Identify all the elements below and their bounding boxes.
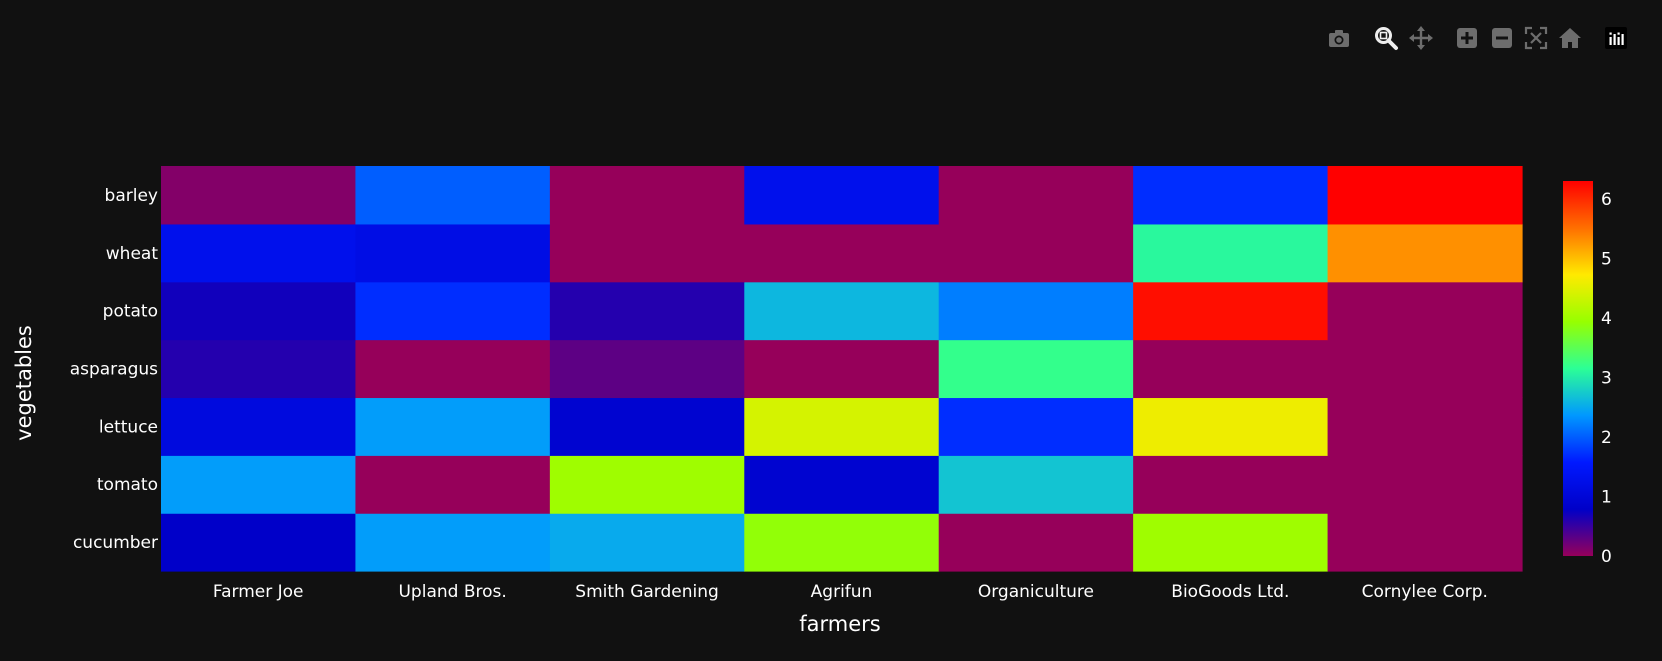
pan-icon[interactable]: [1407, 24, 1435, 52]
y-axis-ticks: cucumber tomato lettuce asparagus potato whea…: [70, 186, 159, 553]
heatmap-cell[interactable]: [1327, 339, 1523, 399]
colorbar-tick-label: 2: [1601, 428, 1612, 448]
heatmap-cell[interactable]: [549, 397, 745, 456]
y-tick-label: wheat: [106, 244, 159, 264]
heatmap-cell[interactable]: [744, 339, 940, 399]
y-tick-label: cucumber: [73, 533, 158, 553]
x-tick-label: Farmer Joe: [213, 582, 304, 602]
y-tick-label: asparagus: [70, 360, 158, 380]
heatmap-cell[interactable]: [1327, 281, 1523, 341]
plotly-logo-icon[interactable]: [1602, 24, 1630, 52]
y-axis-title: vegetables: [12, 325, 36, 441]
heatmap-cell[interactable]: [549, 223, 745, 283]
heatmap-cell[interactable]: [938, 513, 1134, 572]
heatmap-cell[interactable]: [355, 166, 551, 225]
heatmap-cell[interactable]: [1327, 223, 1523, 283]
heatmap-cell[interactable]: [938, 339, 1134, 399]
heatmap-cell[interactable]: [549, 513, 745, 572]
heatmap-cell[interactable]: [1327, 513, 1523, 572]
heatmap-cell[interactable]: [355, 339, 551, 399]
heatmap-cell[interactable]: [938, 223, 1134, 283]
heatmap-cell[interactable]: [355, 397, 551, 456]
y-tick-label: tomato: [97, 475, 158, 495]
heatmap-cell[interactable]: [744, 455, 940, 514]
heatmap-cell[interactable]: [744, 223, 940, 283]
heatmap-cell[interactable]: [1133, 223, 1329, 283]
colorbar: [1563, 181, 1593, 556]
heatmap-cell[interactable]: [938, 397, 1134, 456]
y-tick-label: lettuce: [99, 417, 158, 437]
heatmap-cell[interactable]: [355, 513, 551, 572]
heatmap-cell[interactable]: [938, 281, 1134, 341]
heatmap-cell[interactable]: [355, 281, 551, 341]
x-axis-title: farmers: [799, 612, 880, 636]
heatmap-cell[interactable]: [549, 281, 745, 341]
colorbar-tick-label: 0: [1601, 547, 1612, 567]
x-tick-label: Cornylee Corp.: [1362, 582, 1488, 602]
heatmap-cell[interactable]: [1327, 455, 1523, 514]
zoom-out-icon[interactable]: [1488, 24, 1516, 52]
heatmap-cell[interactable]: [938, 166, 1134, 225]
x-axis-ticks: Farmer Joe Upland Bros. Smith Gardening Agr…: [213, 582, 1488, 602]
home-icon[interactable]: [1556, 24, 1584, 52]
heatmap-cell[interactable]: [1327, 166, 1523, 225]
heatmap-cell[interactable]: [161, 397, 357, 456]
heatmap-cell[interactable]: [1133, 513, 1329, 572]
y-tick-label: potato: [103, 302, 158, 322]
heatmap-cell[interactable]: [161, 455, 357, 514]
y-tick-label: barley: [105, 186, 158, 206]
x-tick-label: Organiculture: [978, 582, 1094, 602]
x-tick-label: Agrifun: [811, 582, 873, 602]
heatmap-cell[interactable]: [355, 223, 551, 283]
heatmap-cell[interactable]: [938, 455, 1134, 514]
heatmap-cell[interactable]: [744, 513, 940, 572]
heatmap-cell[interactable]: [1133, 339, 1329, 399]
colorbar-tick-label: 4: [1601, 309, 1612, 329]
heatmap-cell[interactable]: [161, 166, 357, 225]
heatmap-cell[interactable]: [161, 513, 357, 572]
heatmap-cell[interactable]: [161, 339, 357, 399]
heatmap-cell[interactable]: [161, 223, 357, 283]
zoom-icon[interactable]: [1372, 24, 1400, 52]
colorbar-tick-label: 3: [1601, 368, 1612, 388]
heatmap-cell[interactable]: [1133, 397, 1329, 456]
camera-icon[interactable]: [1325, 24, 1353, 52]
colorbar-ticks: 0 1 2 3 4 5 6: [1601, 190, 1612, 567]
heatmap-cell[interactable]: [1133, 455, 1329, 514]
heatmap-cells[interactable]: [161, 166, 1523, 572]
heatmap-cell[interactable]: [549, 339, 745, 399]
heatmap-cell[interactable]: [549, 166, 745, 225]
autoscale-icon[interactable]: [1522, 24, 1550, 52]
heatmap-cell[interactable]: [549, 455, 745, 514]
zoom-in-icon[interactable]: [1453, 24, 1481, 52]
heatmap-cell[interactable]: [1327, 397, 1523, 456]
heatmap-cell[interactable]: [1133, 281, 1329, 341]
heatmap-cell[interactable]: [744, 397, 940, 456]
heatmap-cell[interactable]: [744, 166, 940, 225]
heatmap-cell[interactable]: [1133, 166, 1329, 225]
colorbar-tick-label: 5: [1601, 249, 1612, 269]
x-tick-label: Upland Bros.: [398, 582, 506, 602]
colorbar-tick-label: 1: [1601, 487, 1612, 507]
heatmap-cell[interactable]: [355, 455, 551, 514]
heatmap-cell[interactable]: [161, 281, 357, 341]
x-tick-label: Smith Gardening: [575, 582, 719, 602]
x-tick-label: BioGoods Ltd.: [1171, 582, 1289, 602]
heatmap-cell[interactable]: [744, 281, 940, 341]
colorbar-tick-label: 6: [1601, 190, 1612, 210]
